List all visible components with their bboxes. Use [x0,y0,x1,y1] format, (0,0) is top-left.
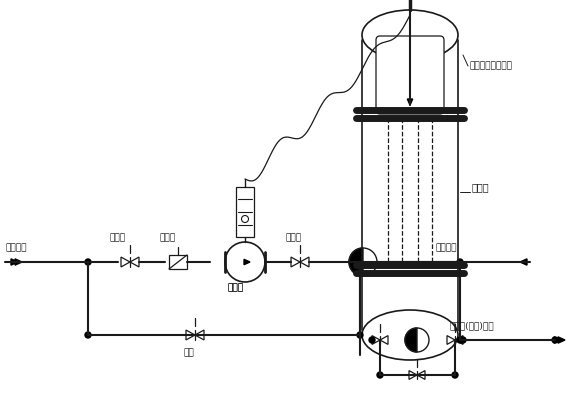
Text: 熱水入口: 熱水入口 [5,243,27,252]
Circle shape [349,248,377,276]
Polygon shape [558,337,565,343]
Polygon shape [554,337,561,343]
Circle shape [369,337,375,343]
Text: 傳感器插入口位置: 傳感器插入口位置 [470,61,513,70]
Polygon shape [300,257,309,267]
Circle shape [85,259,91,265]
Polygon shape [186,330,195,340]
Circle shape [357,332,363,338]
Circle shape [361,259,367,265]
Circle shape [457,337,463,343]
Text: 溫控閥: 溫控閥 [227,283,243,292]
Circle shape [457,259,463,265]
Circle shape [452,372,458,378]
Polygon shape [291,257,300,267]
FancyBboxPatch shape [376,36,444,114]
Polygon shape [447,336,455,344]
Wedge shape [349,248,363,276]
Polygon shape [11,259,18,265]
Text: 截止閥: 截止閥 [285,233,301,242]
Circle shape [552,337,558,343]
Polygon shape [380,336,388,344]
Circle shape [225,242,265,282]
Circle shape [85,332,91,338]
Polygon shape [417,371,425,379]
Polygon shape [407,99,413,105]
Circle shape [405,328,429,352]
Text: 過濾器: 過濾器 [160,233,176,242]
Circle shape [241,215,248,223]
Text: 換熱器: 換熱器 [472,182,490,192]
Circle shape [460,337,466,343]
Polygon shape [121,257,130,267]
Bar [236,187,254,237]
Circle shape [377,372,383,378]
Polygon shape [130,257,139,267]
Wedge shape [405,328,417,352]
Polygon shape [195,330,204,340]
Text: 冷凝水(蒸汽)出口: 冷凝水(蒸汽)出口 [450,321,495,330]
Polygon shape [409,371,417,379]
Polygon shape [520,259,527,265]
Polygon shape [372,336,380,344]
Text: 旁通: 旁通 [183,348,194,357]
Text: 溫控閥: 溫控閥 [227,283,243,292]
Ellipse shape [362,310,458,360]
Ellipse shape [362,10,458,60]
Polygon shape [455,336,463,344]
Text: 冷水入口: 冷水入口 [435,243,456,252]
Circle shape [357,259,363,265]
Polygon shape [15,259,22,265]
Bar [169,255,187,269]
Polygon shape [244,259,250,265]
Text: 截止閥: 截止閥 [110,233,126,242]
